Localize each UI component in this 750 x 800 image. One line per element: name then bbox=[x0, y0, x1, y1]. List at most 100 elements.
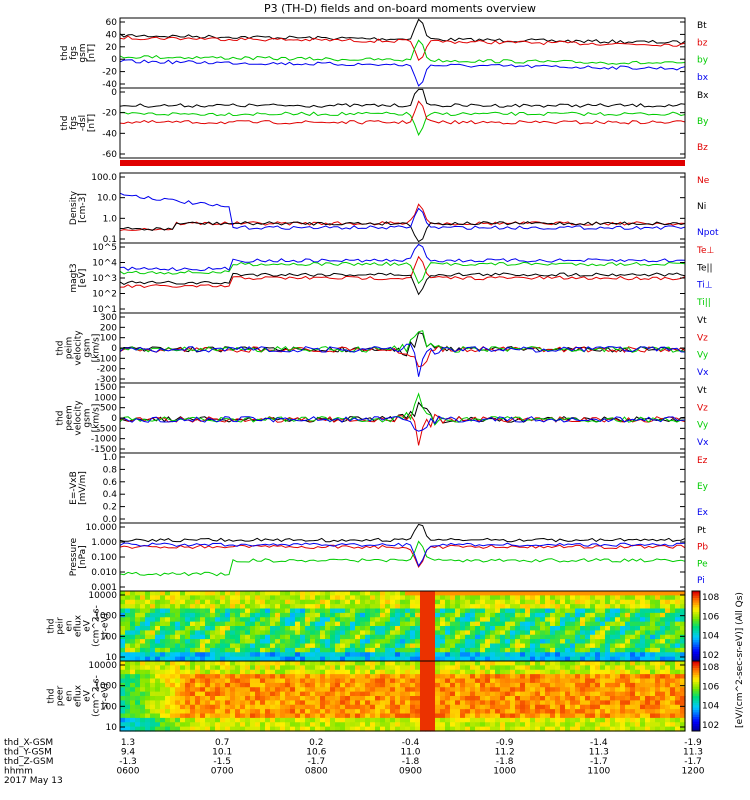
legend-entry: Pt bbox=[697, 526, 706, 536]
x-tick-label: 0.7 bbox=[215, 738, 229, 748]
y-tick-label: 60 bbox=[106, 18, 118, 28]
colorbar: 108 106 104 102 108 106 104 102 [eV/(cm^2-sec-sr… bbox=[691, 590, 745, 732]
y-tick-label: 0 bbox=[111, 55, 117, 65]
y-tick-label: 20 bbox=[106, 43, 118, 53]
x-tick-label: -1.5 bbox=[213, 757, 231, 767]
y-tick-label: 0.1 bbox=[103, 235, 117, 245]
y-tick-label: 10^1 bbox=[92, 305, 117, 315]
y-tick-label: -20 bbox=[102, 68, 117, 78]
series-8-1 bbox=[119, 544, 686, 569]
legend-entry: Vx bbox=[697, 368, 709, 378]
y-axis-label: thd bbox=[56, 411, 66, 426]
legend-entry: Ez bbox=[697, 456, 708, 466]
series-6-3 bbox=[119, 415, 686, 432]
legend-entry: Vt bbox=[697, 386, 707, 396]
legend-entry: Te⊥ bbox=[696, 246, 715, 256]
panel-frame bbox=[119, 172, 686, 244]
y-tick-label: 0 bbox=[111, 88, 117, 98]
legend-entry: Ni bbox=[697, 202, 706, 212]
x-row-label: thd_Y-GSM bbox=[4, 748, 52, 758]
series-0-0 bbox=[119, 18, 686, 45]
y-tick-label: 500 bbox=[100, 404, 117, 414]
y-axis-label: fgs bbox=[69, 116, 79, 130]
legend-entry: Ex bbox=[697, 508, 709, 518]
y-tick-label: 100 bbox=[100, 702, 117, 712]
panel-2: 0 -20 -40 -60 thd fgs -dsl [nT] Bx By Bz bbox=[60, 87, 709, 160]
y-tick-label: 10^3 bbox=[92, 274, 117, 284]
y-tick-label: 1000 bbox=[94, 682, 117, 692]
spectrogram-ion bbox=[120, 591, 686, 662]
x-tick-label: 9.4 bbox=[121, 748, 136, 758]
y-axis-label: velocity bbox=[74, 330, 84, 366]
y-axis-label: thd bbox=[60, 116, 70, 131]
legend-entry: Bx bbox=[697, 91, 709, 101]
series-4-3 bbox=[119, 261, 686, 285]
legend-entry: Vy bbox=[697, 421, 709, 431]
x-tick-label: 1200 bbox=[682, 767, 705, 777]
y-tick-label: 100.0 bbox=[91, 173, 117, 183]
x-tick-label: 0600 bbox=[117, 767, 140, 777]
x-tick-label: 0.2 bbox=[309, 738, 323, 748]
colorbar-unit: [eV/(cm^2-sec-sr-eV)] (All Qs) bbox=[735, 592, 745, 728]
y-tick-label: 10^5 bbox=[92, 243, 117, 253]
date-label: 2017 May 13 bbox=[4, 776, 63, 786]
y-axis-label: (cm^2-s- bbox=[92, 605, 102, 647]
x-tick-label: 10.1 bbox=[212, 748, 232, 758]
y-tick-label: -60 bbox=[102, 150, 117, 160]
y-axis-label: sr-eV) bbox=[101, 613, 111, 639]
y-tick-label: -40 bbox=[102, 80, 117, 90]
panel-11: 10000 1000 100 10 thd peer en eflux eV (cm^2-s-sr… bbox=[47, 660, 686, 733]
y-tick-label: -500 bbox=[97, 424, 118, 434]
legend-entry: Npot bbox=[697, 228, 719, 238]
y-tick-label: -200 bbox=[97, 365, 118, 375]
y-tick-label: 0.6 bbox=[103, 478, 118, 488]
colorbar-tick: 106 bbox=[702, 612, 719, 622]
y-axis-label: (cm^2-s- bbox=[92, 675, 102, 717]
panel-4: 100.0 10.0 1.0 0.1 Density [cm-3] Ne Ni Npot bbox=[69, 172, 719, 245]
x-tick-label: 11.2 bbox=[495, 748, 515, 758]
legend-entry: Pi bbox=[697, 576, 705, 586]
panel-frame bbox=[119, 87, 686, 159]
colorbar-tick: 108 bbox=[702, 663, 719, 673]
x-tick-label: -0.4 bbox=[402, 738, 420, 748]
y-tick-label: 0.100 bbox=[91, 553, 117, 563]
y-tick-label: 0.0 bbox=[103, 515, 118, 525]
x-axis: thd_X-GSMthd_Y-GSMthd_Z-GSMhhmm1.39.4-1.… bbox=[4, 738, 705, 777]
panel-frame bbox=[119, 452, 686, 524]
legend-entry: Ne bbox=[697, 176, 710, 186]
y-tick-label: 10^2 bbox=[92, 290, 117, 300]
y-axis-label: eV bbox=[83, 619, 93, 632]
y-tick-label: 40 bbox=[106, 30, 118, 40]
x-row-label: thd_X-GSM bbox=[4, 738, 53, 748]
y-tick-label: 100 bbox=[100, 334, 117, 344]
y-axis-label: gsm bbox=[83, 408, 93, 427]
y-tick-label: 300 bbox=[100, 313, 117, 323]
y-tick-label: 0.001 bbox=[91, 583, 117, 593]
colorbar-tick: 102 bbox=[702, 651, 719, 661]
legend-entry: bz bbox=[697, 38, 708, 48]
series-3-2 bbox=[119, 192, 686, 230]
y-tick-label: 0.2 bbox=[103, 503, 117, 513]
y-axis-label: gsm bbox=[83, 338, 93, 357]
series-4-2 bbox=[119, 243, 686, 272]
y-axis-label: peer bbox=[56, 685, 66, 706]
y-tick-label: 10.0 bbox=[97, 194, 117, 204]
y-tick-label: 100 bbox=[100, 632, 117, 642]
y-axis-label: [eV] bbox=[78, 269, 88, 288]
y-axis-label: [mV/m] bbox=[78, 471, 88, 505]
colorbar-tick: 108 bbox=[702, 593, 719, 603]
legend-entry: Ey bbox=[697, 482, 709, 492]
x-tick-label: 11.3 bbox=[683, 748, 703, 758]
x-tick-label: 1.3 bbox=[121, 738, 135, 748]
y-axis-label: [km/s] bbox=[92, 404, 102, 433]
series-3-0 bbox=[119, 203, 686, 231]
y-tick-label: 10 bbox=[106, 723, 118, 733]
y-tick-label: 0 bbox=[111, 414, 117, 424]
y-axis-label: [nT] bbox=[87, 44, 97, 62]
y-tick-label: 1000 bbox=[94, 393, 117, 403]
y-tick-label: -1000 bbox=[91, 435, 117, 445]
x-tick-label: -0.9 bbox=[496, 738, 514, 748]
y-axis-label: eflux bbox=[74, 684, 84, 707]
